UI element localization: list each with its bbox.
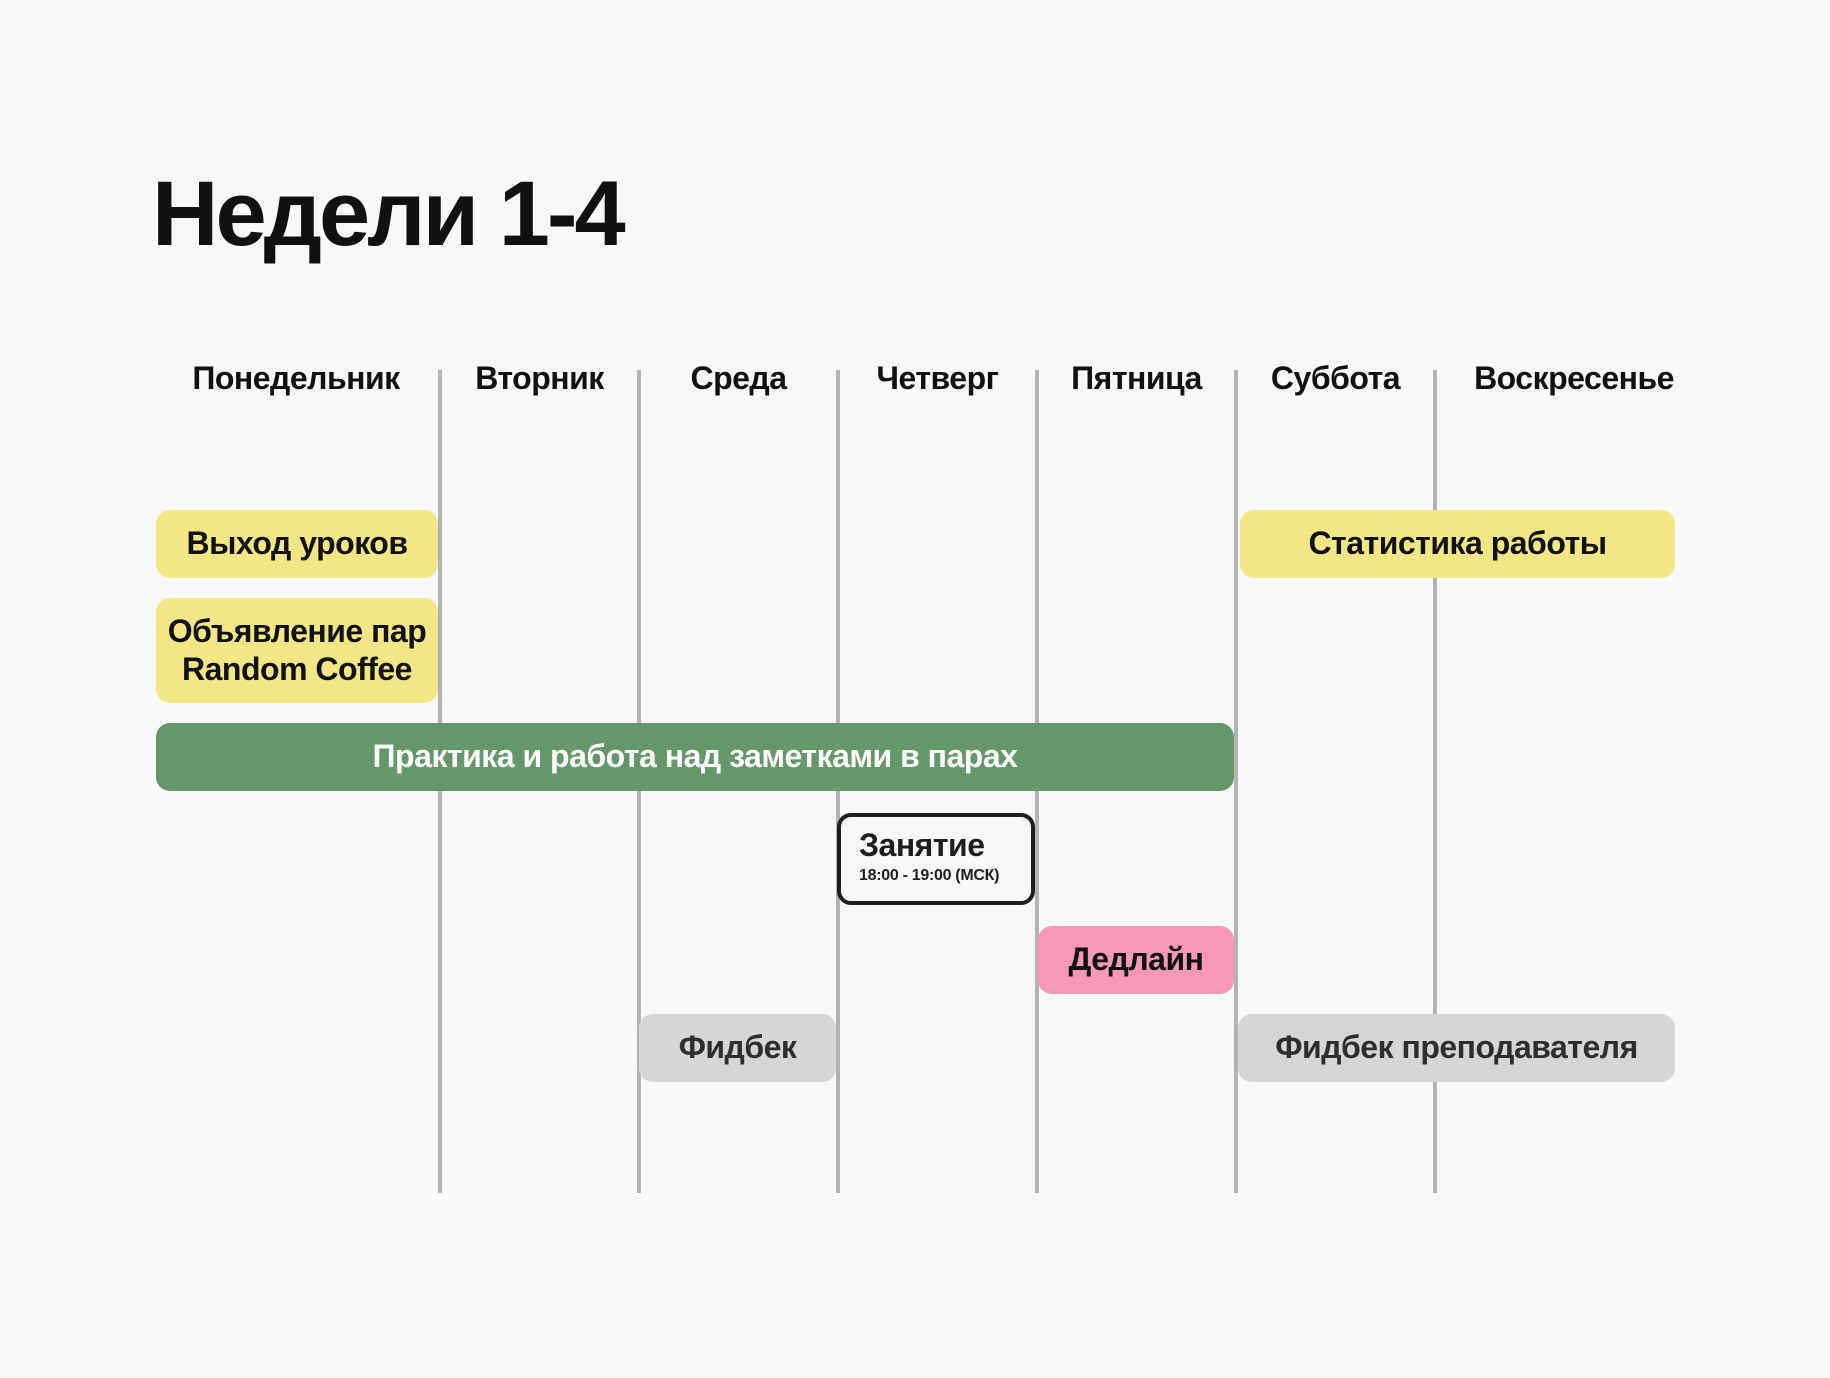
event-label: Дедлайн [1068,941,1204,978]
day-header-friday: Пятница [1071,360,1202,396]
event-teacher-feedback: Фидбек преподавателя [1238,1014,1675,1082]
day-divider [1433,370,1437,1193]
event-label: Фидбек [678,1029,797,1066]
event-random-coffee: Объявление пар Random Coffee [156,598,438,703]
day-header-tuesday: Вторник [475,360,604,396]
event-class-time: 18:00 - 19:00 (МСК) [859,867,1000,884]
event-label: Статистика работы [1308,525,1607,562]
event-label-line1: Объявление пар [167,613,427,650]
event-feedback: Фидбек [639,1014,836,1082]
day-header-saturday: Суббота [1270,360,1401,396]
event-lessons-release: Выход уроков [156,510,438,578]
day-header-sunday: Воскресенье [1474,360,1674,396]
event-class-session: Занятие 18:00 - 19:00 (МСК) [837,813,1035,905]
event-practice: Практика и работа над заметками в парах [156,723,1234,791]
day-header-wednesday: Среда [690,360,787,396]
event-class-title: Занятие [859,827,985,863]
day-header-thursday: Четверг [876,360,999,396]
event-label: Фидбек преподавателя [1275,1029,1638,1066]
event-label: Практика и работа над заметками в парах [372,738,1018,775]
day-divider [1234,370,1238,1193]
event-label: Выход уроков [186,525,408,562]
event-deadline: Дедлайн [1038,926,1234,994]
page-title: Недели 1-4 [152,163,626,265]
event-label-line2: Random Coffee [182,650,412,687]
event-work-statistics: Статистика работы [1240,510,1675,578]
day-header-monday: Понедельник [192,360,400,396]
